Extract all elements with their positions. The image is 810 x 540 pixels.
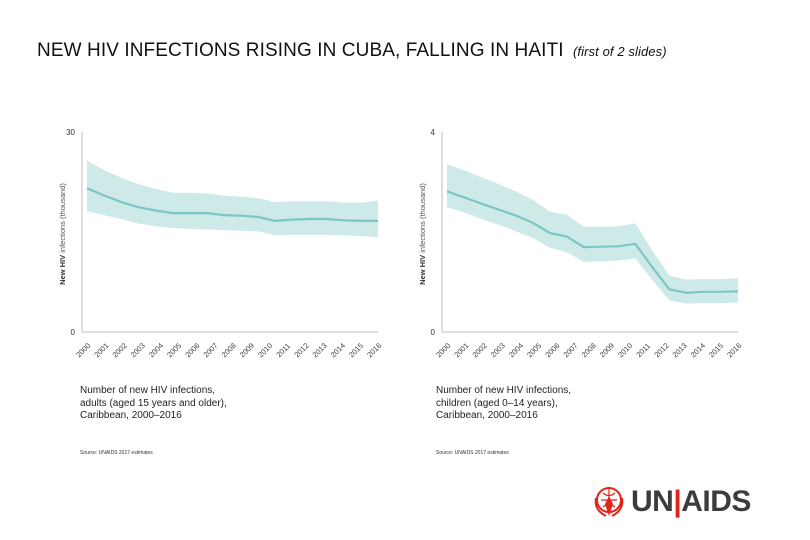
x-tick-label: 2002 (111, 341, 129, 358)
uncertainty-band (87, 160, 378, 238)
x-tick-label: 2005 (165, 341, 183, 358)
x-tick-label: 2002 (471, 341, 489, 358)
caption-line: Caribbean, 2000–2016 (436, 410, 538, 421)
x-tick-label: 2008 (580, 341, 598, 358)
x-tick-label: 2004 (147, 341, 165, 358)
x-tick-label: 2012 (292, 341, 310, 358)
x-tick-label: 2016 (365, 341, 383, 358)
unaids-logo: UN|AIDS (592, 484, 751, 520)
x-tick-label: 2004 (507, 341, 525, 358)
caption-line: Number of new HIV infections, (436, 385, 572, 396)
x-tick-label: 2000 (434, 341, 452, 358)
y-tick-label: 30 (66, 128, 75, 137)
x-tick-label: 2009 (238, 341, 256, 358)
x-tick-label: 2006 (543, 341, 561, 358)
x-tick-label: 2007 (201, 341, 219, 358)
x-tick-label: 2009 (598, 341, 616, 358)
estimate-line (446, 190, 739, 294)
x-tick-label: 2011 (634, 341, 652, 358)
unaids-emblem-icon (594, 487, 624, 517)
x-tick-label: 2011 (274, 341, 292, 358)
y-axis-label-rest: infections (thousand) (58, 183, 67, 255)
x-tick-label: 2015 (347, 341, 365, 358)
x-tick-label: 2013 (671, 341, 689, 358)
caption-line: children (aged 0–14 years), (436, 397, 558, 409)
source-note-adults: Source: UNAIDS 2017 estimates (80, 450, 153, 456)
y-tick-label: 0 (431, 328, 436, 337)
caption-adults: Number of new HIV infections, adults (ag… (80, 385, 340, 423)
x-tick-label: 2013 (311, 341, 329, 358)
y-tick-label: 0 (71, 328, 76, 337)
chart-children: 4 0 New HIV infections (thousand) 2000 2001 2… (405, 118, 745, 358)
x-tick-label: 2014 (689, 341, 707, 358)
x-tick-label: 2003 (129, 341, 147, 358)
x-tick-label: 2001 (92, 341, 110, 358)
page-title: NEW HIV INFECTIONS RISING IN CUBA, FALLI… (37, 40, 667, 62)
y-tick-label: 4 (431, 128, 436, 137)
logo-separator: | (673, 485, 682, 518)
x-tick-label: 2008 (220, 341, 238, 358)
source-note-children: Source: UNAIDS 2017 estimates (436, 450, 509, 456)
y-axis-label-bold: New HIV (418, 255, 427, 285)
x-tick-label: 2014 (329, 341, 347, 358)
x-tick-label: 2015 (707, 341, 725, 358)
title-text: NEW HIV INFECTIONS RISING IN CUBA, FALLI… (37, 40, 564, 61)
caption-children: Number of new HIV infections, children (… (436, 385, 696, 423)
x-tick-label: 2001 (452, 341, 470, 358)
subtitle: (first of 2 slides) (573, 44, 667, 59)
y-axis-label-rest: infections (thousand) (418, 183, 427, 255)
caption-line: Caribbean, 2000–2016 (80, 410, 182, 421)
y-axis-label-bold: New HIV (58, 255, 67, 285)
chart-adults: 30 0 New HIV infections (thousand) 2000 2001… (45, 118, 385, 358)
uncertainty-band (447, 164, 738, 304)
logo-text-un: UN (631, 485, 674, 518)
chart-adults-svg: 30 0 New HIV infections (thousand) 2000 2001… (58, 128, 383, 358)
x-tick-label: 2000 (74, 341, 92, 358)
unaids-wordmark: UN|AIDS (631, 485, 751, 519)
x-tick-label: 2016 (725, 341, 743, 358)
caption-line: Number of new HIV infections, (80, 385, 216, 396)
x-tick-label: 2005 (525, 341, 543, 358)
x-tick-label: 2006 (183, 341, 201, 358)
x-tick-label: 2010 (616, 341, 634, 358)
x-tick-label: 2003 (489, 341, 507, 358)
x-tick-label: 2012 (652, 341, 670, 358)
logo-text-aids: AIDS (681, 485, 751, 518)
y-axis-label: New HIV infections (thousand) (58, 183, 67, 285)
y-axis-label: New HIV infections (thousand) (418, 183, 427, 285)
estimate-line (86, 187, 378, 222)
x-tick-label: 2010 (256, 341, 274, 358)
x-tick-label: 2007 (561, 341, 579, 358)
caption-line: adults (aged 15 years and older), (80, 397, 227, 409)
